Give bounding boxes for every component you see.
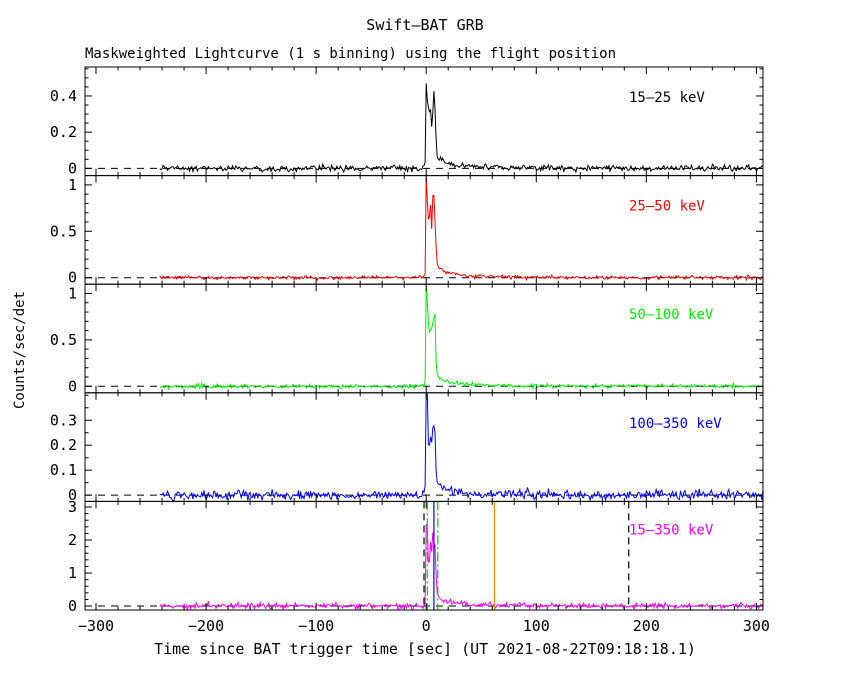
lightcurve-100-350-kev — [159, 392, 764, 502]
y-tick-label: 1 — [68, 564, 77, 582]
y-tick-label: 0.2 — [50, 123, 77, 141]
panel-frame-1 — [84, 175, 764, 285]
panel-label-2: 50–100 keV — [629, 307, 714, 323]
lightcurve-25-50-kev — [159, 175, 764, 282]
y-tick-label: 0 — [68, 597, 77, 615]
chart-title: Swift–BAT GRB — [366, 16, 484, 34]
y-tick-label: 0 — [68, 486, 77, 504]
y-tick-label: 2 — [68, 531, 77, 549]
panel-frame-3 — [84, 392, 764, 502]
x-tick-label: −200 — [188, 617, 224, 635]
panel-frame-0 — [84, 66, 764, 177]
y-tick-label: 3 — [68, 498, 77, 516]
lightcurve-50-100-kev — [159, 284, 764, 391]
x-tick-label: 100 — [523, 617, 550, 635]
x-tick-label: 200 — [633, 617, 660, 635]
x-tick-label: 300 — [743, 617, 770, 635]
lightcurve-15-25-kev — [159, 83, 764, 174]
y-tick-label: 0.5 — [50, 331, 77, 349]
chart-subtitle: Maskweighted Lightcurve (1 s binning) us… — [85, 46, 617, 62]
y-tick-label: 0 — [68, 159, 77, 177]
y-tick-label: 0 — [68, 377, 77, 395]
panel-label-3: 100–350 keV — [629, 416, 722, 432]
panel-label-0: 15–25 keV — [629, 90, 705, 106]
x-tick-label: −300 — [78, 617, 114, 635]
panel-label-1: 25–50 keV — [629, 199, 705, 215]
lightcurve-15-350-kev — [159, 524, 763, 612]
panel-label-4: 15–350 keV — [629, 522, 714, 538]
x-tick-label: −100 — [298, 617, 334, 635]
y-tick-label: 0.4 — [50, 87, 77, 105]
y-tick-label: 0 — [68, 269, 77, 287]
y-tick-label: 1 — [68, 284, 77, 302]
panel-frame-4 — [84, 500, 764, 611]
x-tick-label: 0 — [422, 617, 431, 635]
y-tick-label: 0.1 — [50, 461, 77, 479]
y-tick-label: 0.2 — [50, 436, 77, 454]
panel-frame-2 — [84, 283, 764, 394]
x-axis-label: Time since BAT trigger time [sec] (UT 20… — [154, 640, 696, 658]
y-tick-label: 0.5 — [50, 222, 77, 240]
y-tick-label: 0.3 — [50, 411, 77, 429]
y-tick-label: 1 — [68, 176, 77, 194]
